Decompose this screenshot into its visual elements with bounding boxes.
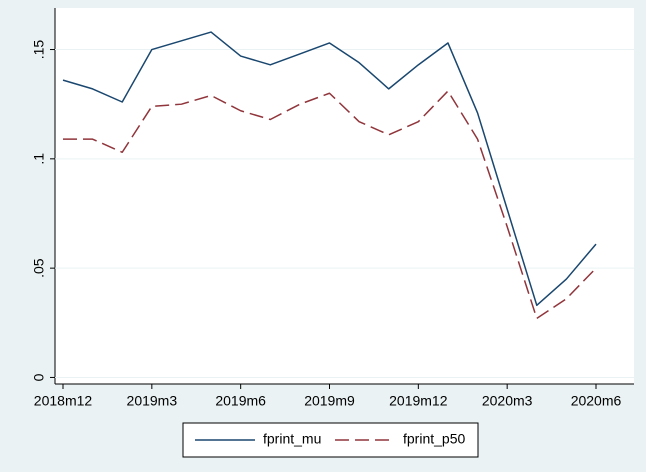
x-tick-label: 2019m9	[304, 393, 355, 409]
x-tick-label: 2019m3	[127, 393, 178, 409]
x-tick-label: 2020m6	[571, 393, 622, 409]
legend-label: fprint_p50	[403, 431, 465, 447]
series-line	[62, 31, 597, 307]
legend-label: fprint_mu	[263, 431, 321, 447]
y-tick-label: 0	[31, 373, 47, 381]
y-tick-label: .15	[31, 40, 47, 60]
x-tick-label: 2018m12	[34, 393, 93, 409]
y-tick-label: .05	[31, 258, 47, 278]
y-tick-label: .1	[31, 153, 47, 165]
plot-area	[55, 8, 634, 384]
x-tick-label: 2019m6	[215, 393, 266, 409]
x-tick-label: 2020m3	[482, 393, 533, 409]
x-tick-label: 2019m12	[389, 393, 448, 409]
series-line	[63, 90, 597, 320]
